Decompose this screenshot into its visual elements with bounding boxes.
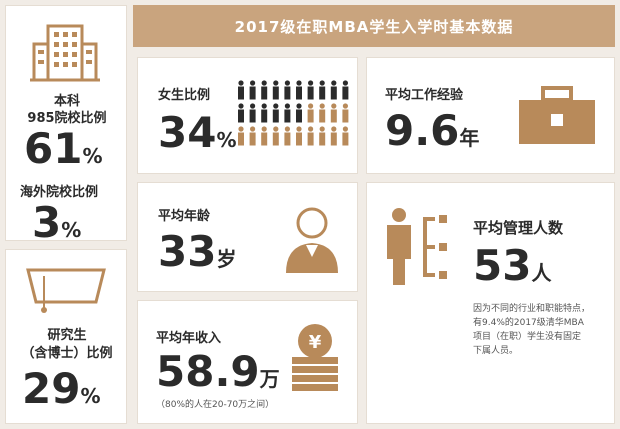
undergrad-label: 本科 <box>53 94 80 109</box>
person-figure-icon <box>261 80 268 100</box>
managed-note-4: 下属人员。 <box>473 346 519 356</box>
people-grid-icon <box>238 80 349 146</box>
experience-card: 平均工作经验 9.6年 <box>366 57 615 174</box>
person-figure-icon <box>296 126 302 146</box>
person-figure-icon <box>319 80 326 100</box>
experience-value: 9.6年 <box>385 106 480 155</box>
overseas-value: 3% <box>32 198 82 247</box>
person-figure-icon <box>307 80 314 100</box>
managed-note-1: 因为不同的行业和职能特点， <box>473 304 591 314</box>
income-note: （80%的人在20-70万之间） <box>156 400 275 410</box>
person-figure-icon <box>238 80 244 100</box>
briefcase-icon <box>519 86 595 144</box>
building-icon <box>30 24 100 82</box>
985-value: 61% <box>24 124 103 173</box>
person-figure-icon <box>307 103 314 123</box>
age-value: 33岁 <box>158 227 237 276</box>
female-card: 女生比例 34% <box>137 57 358 174</box>
page-title: 2017级在职MBA学生入学时基本数据 <box>133 5 615 47</box>
person-figure-icon <box>272 103 279 123</box>
person-figure-icon <box>284 103 291 123</box>
person-figure-icon <box>342 103 349 123</box>
person-figure-icon <box>342 80 349 100</box>
person-figure-icon <box>272 80 279 100</box>
person-figure-icon <box>284 126 291 146</box>
graduate-value: 29% <box>22 364 101 413</box>
overseas-label: 海外院校比例 <box>20 185 99 200</box>
person-figure-icon <box>261 126 268 146</box>
female-label: 女生比例 <box>158 88 211 103</box>
person-figure-icon <box>238 126 244 146</box>
person-figure-icon <box>249 80 256 100</box>
person-icon <box>286 207 338 273</box>
graduate-label: 研究生 <box>47 328 87 343</box>
person-figure-icon <box>319 103 326 123</box>
person-figure-icon <box>307 126 314 146</box>
person-figure-icon <box>342 126 349 146</box>
managed-value: 53人 <box>473 241 552 290</box>
person-figure-icon <box>249 103 256 123</box>
managed-label: 平均管理人数 <box>473 219 564 237</box>
person-figure-icon <box>284 80 291 100</box>
income-label: 平均年收入 <box>156 331 222 346</box>
age-label: 平均年龄 <box>158 209 211 224</box>
graduate-sub-label: （含博士）比例 <box>21 346 113 361</box>
org-chart-icon <box>387 208 447 285</box>
managed-card: 平均管理人数 53人 因为不同的行业和职能特点， 有9.4%的2017级清华MB… <box>366 182 615 424</box>
income-value: 58.9万 <box>156 347 280 396</box>
person-figure-icon <box>249 126 256 146</box>
svg-text:¥: ¥ <box>309 332 322 353</box>
person-figure-icon <box>238 103 244 123</box>
person-figure-icon <box>330 103 337 123</box>
person-figure-icon <box>330 126 337 146</box>
coin-stack-icon: ¥ <box>292 324 338 391</box>
graduate-card: 研究生 （含博士）比例 29% <box>5 249 127 424</box>
experience-label: 平均工作经验 <box>385 88 464 103</box>
managed-note-2: 有9.4%的2017级清华MBA <box>473 318 584 328</box>
person-figure-icon <box>319 126 326 146</box>
managed-note-3: 项目（在职）学生没有固定 <box>473 332 582 342</box>
female-value: 34% <box>158 108 237 157</box>
income-card: 平均年收入 58.9万 （80%的人在20-70万之间） ¥ <box>137 300 358 424</box>
person-figure-icon <box>296 80 302 100</box>
undergrad-card: 本科 985院校比例 61% 海外院校比例 3% <box>5 5 127 247</box>
985-label: 985院校比例 <box>27 111 107 126</box>
person-figure-icon <box>272 126 279 146</box>
person-figure-icon <box>330 80 337 100</box>
person-figure-icon <box>261 103 268 123</box>
age-card: 平均年龄 33岁 <box>137 182 358 292</box>
person-figure-icon <box>296 103 302 123</box>
graduation-cap-icon <box>26 268 106 313</box>
